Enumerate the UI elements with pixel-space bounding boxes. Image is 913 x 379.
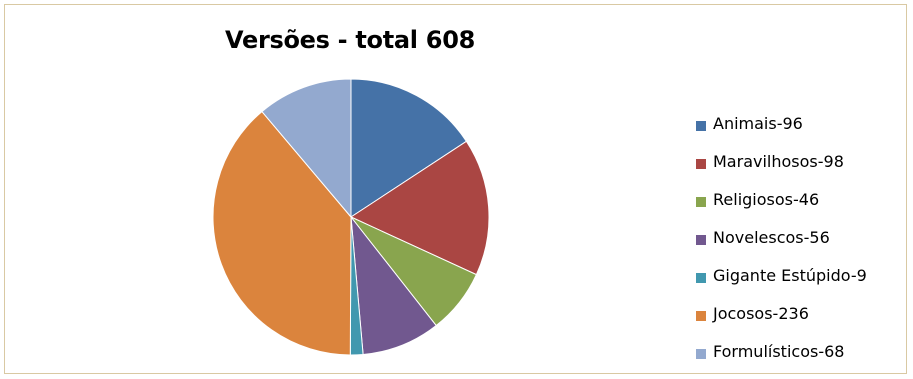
legend-swatch xyxy=(696,273,706,283)
legend-label: Maravilhosos-98 xyxy=(713,152,844,171)
legend-label: Gigante Estúpido-9 xyxy=(713,266,867,285)
chart-title: Versões - total 608 xyxy=(225,26,475,54)
legend-swatch xyxy=(696,311,706,321)
legend-label: Animais-96 xyxy=(713,114,803,133)
pie-slice-novelescos xyxy=(350,215,437,356)
legend-swatch xyxy=(696,349,706,359)
pie-slice-jocosos xyxy=(212,110,352,356)
legend-label: Jocosos-236 xyxy=(713,304,809,323)
legend-label: Novelescos-56 xyxy=(713,228,830,247)
pie-slice-maravilhosos xyxy=(349,140,490,276)
legend-swatch xyxy=(696,197,706,207)
pie-slice-animais xyxy=(350,78,468,218)
legend-swatch xyxy=(696,121,706,131)
legend-swatch xyxy=(696,235,706,245)
legend-label: Religiosos-46 xyxy=(713,190,820,209)
pie-chart xyxy=(212,78,490,356)
legend-swatch xyxy=(696,159,706,169)
legend-label: Formulísticos-68 xyxy=(713,342,845,361)
pie-slice-formulísticos xyxy=(261,78,352,219)
